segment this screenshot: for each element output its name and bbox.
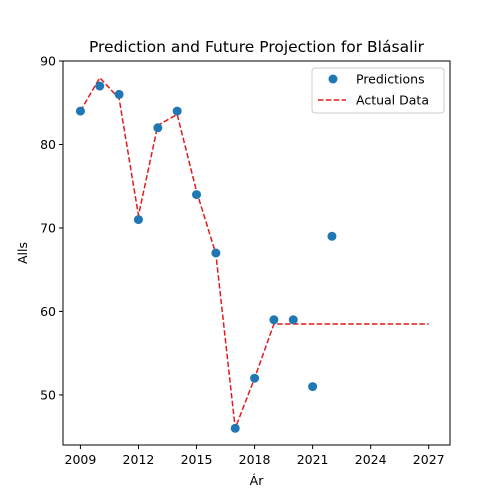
x-tick-label: 2009 [65,452,97,467]
prediction-point [250,373,260,383]
legend-label-actual-data: Actual Data [356,93,429,108]
prediction-point [288,315,298,325]
x-tick-label: 2015 [181,452,213,467]
series-layer [75,76,429,433]
legend-label-predictions: Predictions [356,72,425,87]
chart-title: Prediction and Future Projection for Blá… [89,38,425,56]
prediction-point [230,423,240,433]
prediction-point [327,231,337,241]
legend: Predictions Actual Data [311,67,445,114]
prediction-point [95,81,105,91]
y-tick-label: 70 [40,220,56,235]
prediction-point [211,248,221,258]
x-tick-label: 2012 [123,452,155,467]
y-tick-label: 50 [40,387,56,402]
legend-marker-predictions [328,74,338,84]
x-tick-label: 2027 [413,452,445,467]
y-tick-label: 80 [40,137,56,152]
prediction-point [133,215,143,225]
prediction-point [269,315,279,325]
prediction-point [172,106,182,116]
y-axis-label: Alls [15,242,30,264]
y-tick-label: 90 [40,54,56,69]
x-tick-label: 2024 [355,452,387,467]
plot-area [63,61,450,445]
prediction-point [114,89,124,99]
prediction-point [153,123,163,133]
prediction-point [192,190,202,200]
y-axis-ticks: 50 60 70 80 90 [40,54,63,402]
y-tick-label: 60 [40,304,56,319]
prediction-point [308,382,318,392]
axes-frame [62,60,451,446]
x-axis-label: Ár [250,473,265,488]
x-tick-label: 2018 [239,452,271,467]
x-tick-label: 2021 [297,452,329,467]
x-axis-ticks: 2009 2012 2015 2018 2021 2024 2027 [65,445,445,467]
legend-box [311,67,445,114]
prediction-point [75,106,85,116]
